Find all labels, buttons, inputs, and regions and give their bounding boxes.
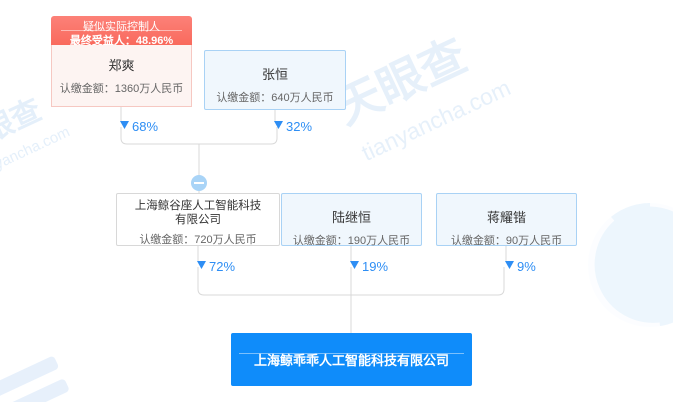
svg-text:9%: 9% xyxy=(517,259,536,274)
svg-text:72%: 72% xyxy=(209,259,235,274)
svg-text:19%: 19% xyxy=(362,259,388,274)
